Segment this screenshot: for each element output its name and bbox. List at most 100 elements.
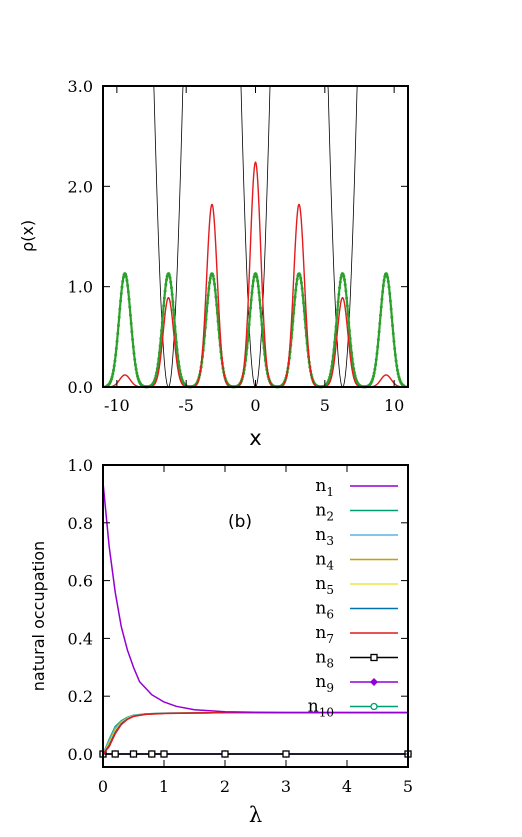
- density-green-point: [343, 278, 346, 282]
- density-green-point: [327, 378, 331, 382]
- density-green-point: [352, 371, 356, 375]
- series-n8-point: [282, 750, 290, 758]
- density-green-point: [172, 308, 176, 312]
- density-green-point: [117, 315, 121, 319]
- density-green-point: [155, 367, 159, 371]
- density-green-point: [208, 276, 212, 280]
- density-green-point: [293, 295, 297, 299]
- y-tick-label: 3.0: [68, 77, 93, 96]
- density-green-point: [299, 276, 303, 280]
- density-green-point: [337, 292, 341, 296]
- density-green-point: [121, 275, 125, 279]
- density-green-point: [126, 284, 130, 287]
- density-green-point: [163, 289, 167, 293]
- density-green-point: [164, 283, 168, 287]
- density-green-point: [388, 299, 392, 303]
- density-green-point: [374, 358, 378, 362]
- legend-marker-n8: [370, 653, 378, 662]
- density-green-point: [294, 288, 298, 292]
- density-green-point: [390, 315, 394, 319]
- y-tick-label: 0.8: [68, 514, 93, 533]
- density-green-point: [345, 304, 349, 308]
- series-n2-line: [102, 711, 408, 755]
- density-green-point: [124, 272, 128, 276]
- x-tick-label: 3: [281, 777, 291, 796]
- density-green-point: [246, 331, 250, 335]
- x-tick-label: -10: [104, 396, 130, 415]
- density-green-point: [392, 339, 396, 343]
- density-green-point: [300, 287, 304, 291]
- y-tick-label: 2.0: [68, 177, 93, 196]
- density-green-point: [249, 298, 253, 302]
- legend-marker-n10: [370, 702, 378, 711]
- occupation-curves: [99, 482, 412, 758]
- density-green-point: [114, 347, 118, 351]
- density-green-point: [335, 316, 339, 320]
- density-green-point: [393, 353, 397, 357]
- density-green-point: [386, 279, 390, 283]
- density-green-point: [388, 292, 392, 296]
- density-green-point: [292, 303, 296, 307]
- legend-marker-n9: [370, 678, 378, 686]
- density-green-point: [125, 278, 129, 282]
- density-green-point: [126, 290, 130, 294]
- density-green-point: [135, 371, 139, 375]
- density-green-point: [330, 365, 334, 369]
- density-green-point: [213, 288, 217, 292]
- series-n8-point: [111, 750, 119, 758]
- occupation-y-axis-label: natural occupation: [29, 541, 48, 691]
- density-green-point: [302, 309, 306, 313]
- density-green-line: [102, 272, 409, 388]
- density-green-point: [176, 354, 180, 358]
- series-n6-line: [102, 711, 408, 755]
- density-green-point: [208, 281, 212, 285]
- density-green-point: [119, 292, 123, 296]
- density-green-point: [155, 371, 159, 375]
- density-green-point: [158, 344, 162, 348]
- density-green-point: [342, 274, 346, 278]
- density-green-point: [170, 292, 174, 296]
- density-green-point: [116, 332, 120, 336]
- density-green-point: [347, 329, 351, 333]
- series-n1-line: [102, 482, 408, 714]
- x-tick-label: 5: [320, 396, 330, 415]
- density-ticks: -10 -5 0 5 10 0.0 1.0 2.0 3.0: [68, 77, 408, 415]
- density-green-point: [205, 301, 209, 305]
- density-green-point: [378, 322, 382, 326]
- density-green-point: [347, 320, 351, 324]
- density-green-point: [382, 278, 386, 282]
- occupation-ticks: 0 1 2 3 4 5 0.0 0.2 0.4 0.6 0.8 1.0: [68, 456, 414, 796]
- density-green-point: [303, 317, 307, 321]
- density-green-point: [157, 357, 161, 361]
- density-green-point: [381, 284, 385, 287]
- density-green-point: [213, 282, 217, 286]
- density-green-point: [248, 314, 252, 318]
- density-green-point: [247, 323, 251, 327]
- density-green-point: [204, 317, 208, 321]
- density-green-point: [127, 297, 131, 301]
- density-green-point: [255, 275, 259, 279]
- density-green-point: [387, 285, 391, 289]
- density-green-point: [162, 296, 166, 300]
- x-tick-label: 4: [342, 777, 352, 796]
- density-green-point: [376, 345, 380, 349]
- density-green-point: [133, 358, 137, 362]
- density-green-point: [165, 278, 168, 282]
- density-green-point: [349, 344, 353, 348]
- density-green-point: [215, 303, 219, 307]
- legend-label-n9: n9: [315, 672, 334, 695]
- density-green-point: [334, 325, 338, 329]
- density-green-point: [335, 308, 339, 312]
- y-tick-label: 0.0: [68, 378, 93, 397]
- density-green-point: [385, 273, 389, 277]
- density-green-point: [344, 289, 348, 293]
- legend-label-n1: n1: [315, 476, 334, 499]
- density-green-point: [136, 374, 140, 378]
- density-green-point: [383, 275, 387, 279]
- density-green-point: [154, 374, 158, 378]
- density-green-point: [205, 309, 209, 313]
- series-n5-line: [102, 711, 408, 755]
- density-panel: -10 -5 0 5 10 0.0 1.0 2.0 3.0 x ρ(x): [18, 77, 409, 450]
- x-tick-label: 10: [384, 396, 404, 415]
- density-green-point: [379, 305, 383, 309]
